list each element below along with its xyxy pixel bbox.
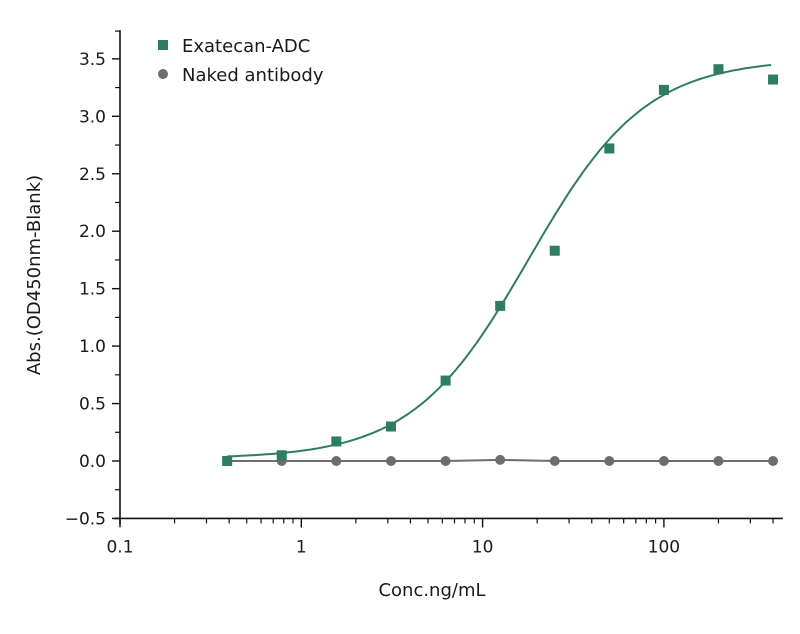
data-point-naked-antibody [658, 456, 669, 466]
series-layer [222, 64, 779, 466]
data-point-exatecan-adc [713, 64, 724, 75]
data-point-exatecan-adc [440, 375, 451, 386]
legend-label-exatecan-adc: Exatecan-ADC [182, 36, 310, 57]
data-point-exatecan-adc [386, 421, 397, 432]
y-tick-label: 1.0 [79, 337, 106, 357]
data-point-naked-antibody [713, 456, 724, 466]
fit-curve-exatecan-adc [227, 64, 772, 458]
legend-square-icon [158, 40, 168, 50]
data-point-exatecan-adc [549, 245, 560, 256]
y-tick-label: 2.5 [79, 165, 106, 185]
x-tick-label: 100 [648, 537, 680, 557]
data-point-exatecan-adc [768, 74, 779, 85]
legend-circle-icon [158, 69, 168, 79]
y-tick-label: −0.5 [65, 509, 106, 529]
y-tick-label: 0.5 [79, 395, 106, 415]
x-tick-label: 0.1 [106, 537, 133, 557]
y-tick-label: 2.0 [79, 222, 106, 242]
y-tick-label: 1.5 [79, 280, 106, 300]
y-axis-label: Abs.(OD450nm-Blank) [24, 175, 45, 375]
data-point-exatecan-adc [658, 84, 669, 95]
data-point-naked-antibody [386, 456, 397, 466]
x-tick-label: 10 [472, 537, 494, 557]
data-point-naked-antibody [549, 456, 560, 466]
data-point-exatecan-adc [495, 300, 506, 311]
data-point-naked-antibody [604, 456, 615, 466]
axes: −0.5 0.0 0.5 1.0 1.5 2.0 2.5 3.0 3.5 0.1 1 10 100 [65, 30, 783, 557]
data-point-exatecan-adc [331, 436, 342, 447]
legend: Exatecan-ADC Naked antibody [158, 36, 324, 86]
y-tick-label: 3.0 [79, 107, 106, 127]
x-tick-label: 1 [296, 537, 307, 557]
legend-label-naked-antibody: Naked antibody [182, 65, 324, 86]
data-point-naked-antibody [331, 456, 342, 466]
x-axis-label: Conc.ng/mL [378, 580, 485, 601]
data-point-naked-antibody [768, 456, 779, 466]
data-point-exatecan-adc [276, 450, 287, 461]
data-point-naked-antibody [440, 456, 451, 466]
data-point-exatecan-adc [604, 143, 615, 154]
data-point-exatecan-adc [222, 456, 233, 466]
data-point-naked-antibody [495, 454, 506, 465]
y-tick-label: 3.5 [79, 50, 106, 70]
y-tick-label: 0.0 [79, 452, 106, 472]
